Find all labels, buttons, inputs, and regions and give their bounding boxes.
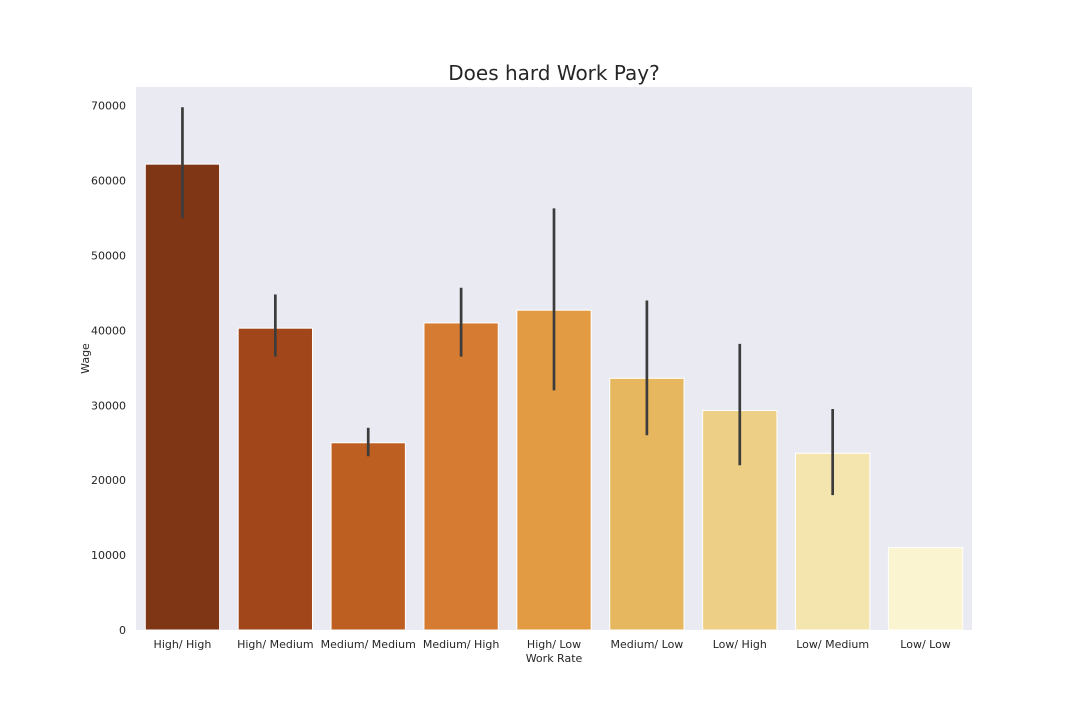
y-tick-label: 40000 xyxy=(91,324,126,337)
x-tick-label: High/ Low xyxy=(527,638,581,651)
chart-title: Does hard Work Pay? xyxy=(448,61,659,85)
x-tick-label: Low/ Medium xyxy=(796,638,869,651)
bars-group xyxy=(144,163,964,631)
y-axis-label: Wage xyxy=(79,343,92,374)
x-tick-label: Low/ Low xyxy=(900,638,951,651)
bar-8 xyxy=(887,547,964,631)
bar-5 xyxy=(609,377,685,631)
bar-3 xyxy=(423,322,499,631)
y-tick-label: 30000 xyxy=(91,399,126,412)
bar-0 xyxy=(144,163,221,631)
x-tick-label: Medium/ Low xyxy=(610,638,683,651)
y-tick-label: 60000 xyxy=(91,175,126,188)
y-tick-label: 10000 xyxy=(91,549,126,562)
y-tick-label: 70000 xyxy=(91,100,126,113)
y-tick-label: 50000 xyxy=(91,250,126,263)
y-axis-ticks: 0 10000 20000 30000 40000 50000 60000 70000 xyxy=(91,100,126,637)
x-tick-label: High/ High xyxy=(154,638,212,651)
x-tick-label: Low/ High xyxy=(713,638,767,651)
y-tick-label: 0 xyxy=(119,624,126,637)
x-tick-label: High/ Medium xyxy=(237,638,313,651)
x-tick-label: Medium/ High xyxy=(423,638,499,651)
x-axis-ticks: High/ High High/ Medium Medium/ Medium Medi… xyxy=(154,638,951,651)
bar-1 xyxy=(237,327,313,631)
y-tick-label: 20000 xyxy=(91,474,126,487)
bar-2 xyxy=(330,442,406,631)
x-tick-label: Medium/ Medium xyxy=(321,638,416,651)
error-bars-group xyxy=(181,107,835,496)
x-axis-label: Work Rate xyxy=(526,652,583,665)
